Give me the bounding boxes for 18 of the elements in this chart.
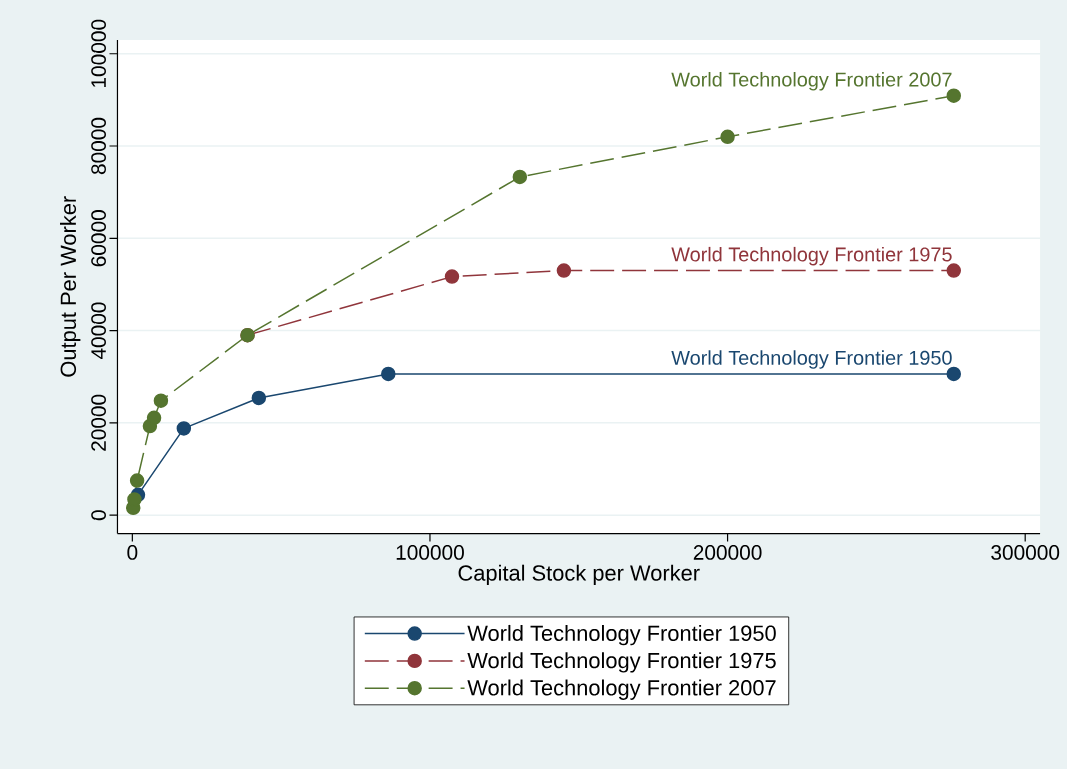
y-tick-label: 100000 [91,19,106,87]
legend-label: World Technology Frontier 1950 [467,624,776,646]
y-tick-label: 0 [91,510,106,521]
y-axis-title: Output Per Worker [60,196,81,377]
x-tick-label: 200000 [693,545,762,560]
annotation: World Technology Frontier 2007 [671,72,952,91]
y-tick-label: 40000 [91,302,106,360]
x-tick-label: 100000 [396,545,464,560]
x-tick-label: 0 [127,545,138,560]
x-tick-label: 300000 [991,545,1060,560]
annotation: World Technology Frontier 1950 [671,350,952,369]
y-tick-label: 60000 [91,210,106,267]
y-tick-label: 20000 [91,394,106,451]
legend-label: World Technology Frontier 1975 [467,652,776,673]
x-axis-title: Capital Stock per Worker [458,564,700,586]
y-tick-label: 80000 [91,117,106,175]
legend-label: World Technology Frontier 2007 [467,679,776,700]
annotation: World Technology Frontier 1975 [671,246,952,266]
